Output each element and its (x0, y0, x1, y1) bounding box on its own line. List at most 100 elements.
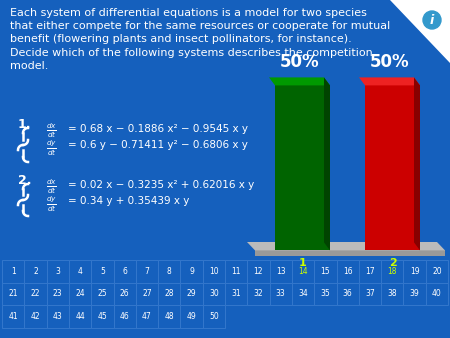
Bar (136, 305, 158, 328)
Bar (202, 283, 225, 305)
Text: 16: 16 (343, 267, 352, 276)
Text: 22: 22 (31, 290, 40, 298)
Text: 12: 12 (254, 267, 263, 276)
Text: 23: 23 (53, 290, 63, 298)
Text: 32: 32 (254, 290, 263, 298)
Bar (337, 260, 359, 283)
Bar (2, 305, 24, 328)
Text: 3: 3 (55, 267, 60, 276)
Text: 50%: 50% (280, 53, 319, 71)
Text: 38: 38 (387, 290, 397, 298)
Text: 18: 18 (387, 267, 397, 276)
Bar (275, 86, 330, 250)
Circle shape (423, 11, 441, 29)
Bar (292, 283, 314, 305)
Bar (381, 283, 403, 305)
Text: 46: 46 (120, 312, 130, 321)
Text: 35: 35 (320, 290, 330, 298)
Bar (314, 283, 337, 305)
Text: 40: 40 (432, 290, 442, 298)
Text: 4: 4 (77, 267, 82, 276)
Bar (69, 283, 91, 305)
Text: i: i (430, 14, 434, 26)
Text: $\frac{dx}{dt}$: $\frac{dx}{dt}$ (46, 122, 57, 141)
Bar (47, 305, 69, 328)
Bar (225, 283, 248, 305)
Bar (136, 283, 158, 305)
Text: 13: 13 (276, 267, 286, 276)
Bar (180, 305, 202, 328)
Text: 43: 43 (53, 312, 63, 321)
Bar (158, 283, 180, 305)
Text: 44: 44 (75, 312, 85, 321)
Text: 2: 2 (33, 267, 38, 276)
Bar (2, 283, 24, 305)
Text: 30: 30 (209, 290, 219, 298)
Text: $\frac{dx}{dt}$: $\frac{dx}{dt}$ (46, 178, 57, 196)
Text: 14: 14 (298, 267, 308, 276)
Bar (158, 305, 180, 328)
Text: = 0.34 y + 0.35439 x y: = 0.34 y + 0.35439 x y (68, 196, 189, 206)
Bar (91, 260, 113, 283)
Text: 34: 34 (298, 290, 308, 298)
Bar (248, 283, 270, 305)
Polygon shape (359, 77, 420, 86)
Bar (314, 260, 337, 283)
Text: 11: 11 (231, 267, 241, 276)
Bar (180, 283, 202, 305)
Text: 27: 27 (142, 290, 152, 298)
Text: 1: 1 (11, 267, 15, 276)
Text: 1: 1 (299, 258, 306, 268)
Text: 45: 45 (98, 312, 107, 321)
Bar (202, 305, 225, 328)
Polygon shape (247, 242, 445, 250)
Text: 1.: 1. (18, 118, 32, 131)
Bar (69, 305, 91, 328)
Text: 5: 5 (100, 267, 105, 276)
Text: 7: 7 (144, 267, 149, 276)
Text: 41: 41 (9, 312, 18, 321)
Text: 29: 29 (187, 290, 196, 298)
Text: = 0.02 x − 0.3235 x² + 0.62016 x y: = 0.02 x − 0.3235 x² + 0.62016 x y (68, 180, 254, 190)
Polygon shape (269, 77, 330, 86)
Text: 47: 47 (142, 312, 152, 321)
Text: $\frac{dy}{dt}$: $\frac{dy}{dt}$ (46, 194, 57, 214)
Bar (47, 260, 69, 283)
Bar (426, 260, 448, 283)
Text: 49: 49 (187, 312, 196, 321)
Bar (292, 260, 314, 283)
Polygon shape (324, 77, 330, 250)
Text: 33: 33 (276, 290, 286, 298)
Polygon shape (390, 0, 450, 63)
Bar (202, 260, 225, 283)
Bar (158, 260, 180, 283)
Text: 8: 8 (167, 267, 171, 276)
Text: 31: 31 (231, 290, 241, 298)
Text: 37: 37 (365, 290, 375, 298)
Text: 28: 28 (165, 290, 174, 298)
Bar (225, 260, 248, 283)
Text: 15: 15 (320, 267, 330, 276)
Bar (180, 260, 202, 283)
Text: 50: 50 (209, 312, 219, 321)
Bar (359, 260, 381, 283)
Text: 48: 48 (164, 312, 174, 321)
Text: 10: 10 (209, 267, 219, 276)
Text: = 0.68 x − 0.1886 x² − 0.9545 x y: = 0.68 x − 0.1886 x² − 0.9545 x y (68, 124, 248, 134)
Bar (113, 305, 136, 328)
Bar (337, 283, 359, 305)
Text: 26: 26 (120, 290, 130, 298)
Bar (2, 260, 24, 283)
Text: 2.: 2. (18, 174, 32, 187)
Text: Each system of differential equations is a model for two species
that either com: Each system of differential equations is… (10, 8, 390, 71)
Polygon shape (255, 250, 445, 256)
Bar (69, 260, 91, 283)
Text: $\frac{dy}{dt}$: $\frac{dy}{dt}$ (46, 138, 57, 158)
Bar (113, 283, 136, 305)
Bar (24, 283, 47, 305)
Text: 25: 25 (98, 290, 107, 298)
Bar (270, 283, 292, 305)
Text: 6: 6 (122, 267, 127, 276)
Bar (359, 283, 381, 305)
Text: 21: 21 (9, 290, 18, 298)
